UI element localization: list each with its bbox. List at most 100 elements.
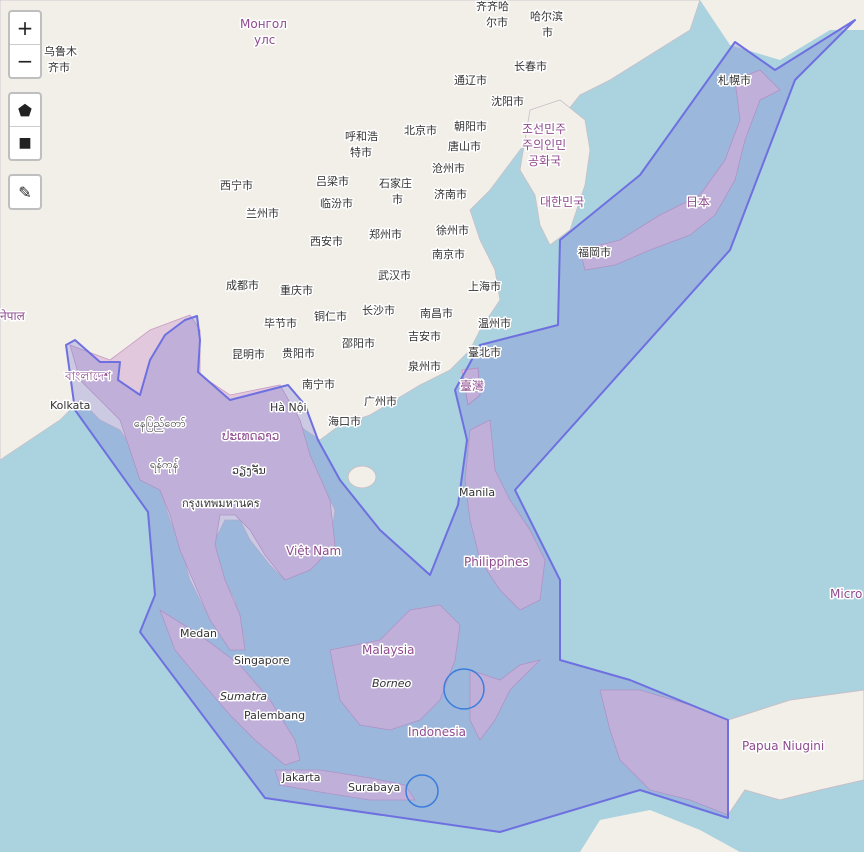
label-surabaya: Surabaya <box>348 781 400 794</box>
draw-polygon-icon[interactable]: ⬟ <box>18 100 32 120</box>
label-shijiazhuang-1: 石家庄 <box>379 176 412 190</box>
label-changchun: 长春市 <box>514 59 547 73</box>
label-guangzhou: 广州市 <box>364 394 397 408</box>
label-urumqi-2: 齐市 <box>48 60 70 74</box>
label-xuzhou: 徐州市 <box>436 223 469 237</box>
hainan-island <box>347 465 377 489</box>
drawn-circle-java[interactable] <box>405 774 439 808</box>
label-shanghai: 上海市 <box>468 279 501 293</box>
label-linfen: 临汾市 <box>320 196 353 210</box>
australia <box>580 810 740 852</box>
philippines <box>464 419 546 611</box>
java <box>274 769 416 801</box>
label-philippines: Philippines <box>464 555 529 569</box>
label-bangladesh: বাংলাদেশ <box>64 369 112 383</box>
label-jakarta: Jakarta <box>281 771 320 784</box>
label-sumatra: Sumatra <box>220 690 267 703</box>
label-mongol-2: улс <box>254 33 275 47</box>
new-guinea-west <box>599 689 729 816</box>
label-wenzhou: 温州市 <box>478 316 511 330</box>
label-north-korea-1: 조선민주 <box>522 122 566 136</box>
label-vientiane: ວຽງຈັນ <box>232 464 266 477</box>
label-bijie: 毕节市 <box>264 316 297 330</box>
label-nanning: 南宁市 <box>302 377 335 391</box>
label-cangzhou: 沧州市 <box>432 161 465 175</box>
label-guiyang: 贵阳市 <box>282 346 315 360</box>
label-nepal: नेपाल <box>0 309 26 323</box>
label-vietnam: Việt Nam <box>286 544 341 558</box>
label-taibei: 臺北市 <box>468 345 501 359</box>
label-bangkok: กรุงเทพมหานคร <box>182 497 260 510</box>
label-jinan: 济南市 <box>434 187 467 201</box>
label-xian: 西安市 <box>310 234 343 248</box>
label-palembang: Palembang <box>244 709 305 722</box>
label-shaoyang: 邵阳市 <box>342 336 375 350</box>
label-manila: Manila <box>459 486 495 499</box>
zoom-in-button[interactable]: + <box>16 16 34 40</box>
label-indonesia: Indonesia <box>408 725 466 739</box>
label-tongren: 铜仁市 <box>314 309 347 323</box>
label-yangon: ရန်ကုန် <box>150 458 178 473</box>
label-shenyang: 沈阳市 <box>491 94 524 108</box>
label-chongqing: 重庆市 <box>280 283 313 297</box>
label-nanjing: 南京市 <box>432 247 465 261</box>
borneo <box>329 604 461 731</box>
label-sapporo: 札幌市 <box>718 73 751 87</box>
label-harbin-1: 哈尔滨 <box>530 9 563 23</box>
draw-rectangle-icon[interactable]: ■ <box>10 126 40 159</box>
label-shijiazhuang-2: 市 <box>392 192 403 206</box>
label-harbin-2: 市 <box>542 25 553 39</box>
label-fukuoka: 福岡市 <box>578 245 611 259</box>
label-hohhot-2: 特市 <box>350 145 372 159</box>
label-quanzhou: 泉州市 <box>408 359 441 373</box>
label-japan: 日本 <box>686 195 710 209</box>
label-borneo: Borneo <box>372 677 412 690</box>
label-north-korea-2: 주의인민 <box>522 138 566 152</box>
taiwan <box>461 367 481 406</box>
label-xining: 西宁市 <box>220 178 253 192</box>
label-qiqihar-1: 齐齐哈 <box>476 0 509 13</box>
label-malaysia: Malaysia <box>362 643 414 657</box>
label-beijing: 北京市 <box>404 123 437 137</box>
label-kunming: 昆明市 <box>232 347 265 361</box>
label-south-korea: 대한민국 <box>540 195 584 209</box>
drawn-circle-sulawesi[interactable] <box>443 668 485 710</box>
label-chengdu: 成都市 <box>226 278 259 292</box>
label-chaoyang: 朝阳市 <box>454 119 487 133</box>
label-nanchang: 南昌市 <box>420 306 453 320</box>
label-laos: ປະເທດລາວ <box>222 429 279 443</box>
japan <box>579 69 781 271</box>
label-tangshan: 唐山市 <box>448 139 481 153</box>
label-mongol-1: Монгол <box>240 17 287 31</box>
label-papua-new-guinea: Papua Niugini <box>742 739 824 753</box>
drawn-polygon-overlay[interactable] <box>65 19 856 833</box>
label-medan: Medan <box>180 627 217 640</box>
label-naypyidaw: နေပြည်တော် <box>134 416 186 432</box>
draw-toolbar: ⬟ ■ <box>8 92 42 161</box>
label-micronesia: Micro <box>830 587 862 601</box>
edit-layers-icon[interactable]: ✎ <box>18 182 32 202</box>
label-haikou: 海口市 <box>328 414 361 428</box>
label-lvliang: 吕梁市 <box>316 174 349 188</box>
label-lanzhou: 兰州市 <box>246 206 279 220</box>
label-hohhot-1: 呼和浩 <box>345 130 378 143</box>
papua-new-guinea <box>727 689 864 817</box>
label-north-korea-3: 공화국 <box>528 154 561 168</box>
label-hanoi: Hà Nội <box>270 401 307 414</box>
label-changsha: 长沙市 <box>362 303 395 317</box>
sulawesi <box>469 659 542 741</box>
zoom-control: + − <box>8 10 42 79</box>
label-taiwan: 臺灣 <box>460 378 484 393</box>
label-singapore: Singapore <box>234 654 290 667</box>
label-kolkata: Kolkata <box>50 399 90 412</box>
label-jian: 吉安市 <box>408 329 441 343</box>
zoom-out-button[interactable]: − <box>10 44 40 77</box>
label-wuhan: 武汉市 <box>378 268 411 282</box>
label-tongliao: 通辽市 <box>454 73 487 87</box>
edit-toolbar: ✎ <box>8 174 42 210</box>
label-zhengzhou: 郑州市 <box>369 227 402 241</box>
label-urumqi-1: 乌鲁木 <box>44 44 77 58</box>
korea <box>519 99 591 246</box>
sumatra <box>159 609 301 766</box>
